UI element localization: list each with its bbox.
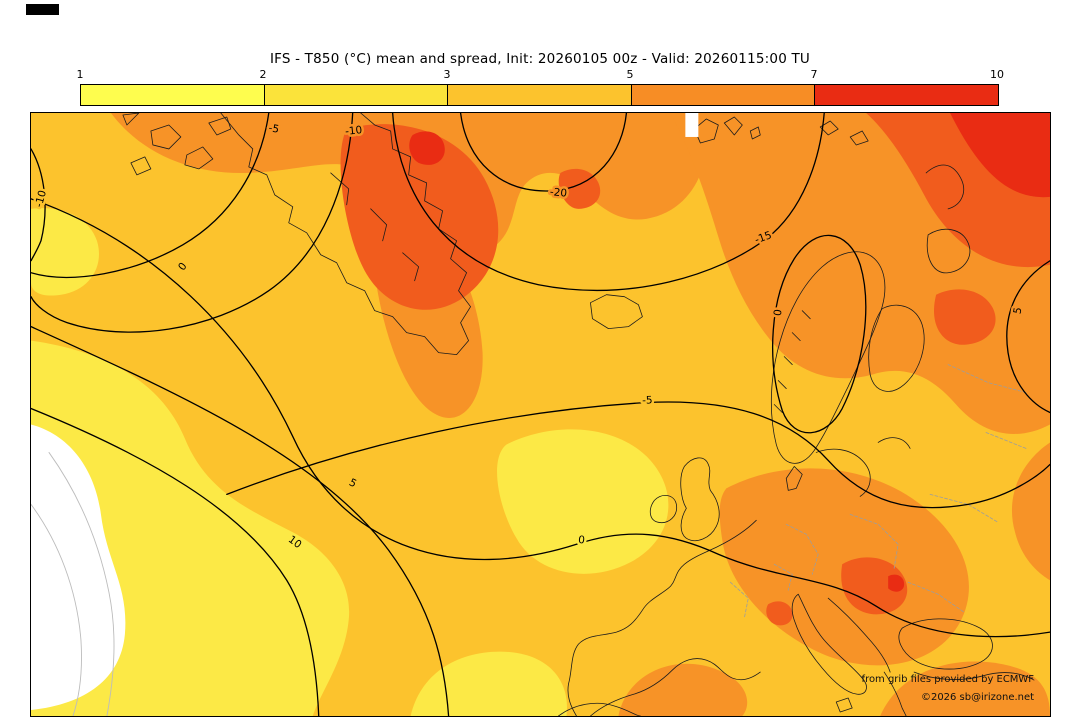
spread-orange-bottom-center: [618, 663, 748, 716]
coast-greenland-fjord-1: [330, 172, 350, 206]
contour-plus5-east: [1006, 260, 1050, 414]
spread-redorange-rightmid: [934, 289, 996, 345]
coast-iceland: [590, 294, 643, 330]
colorbar-tick-7: 7: [810, 68, 818, 81]
attribution-line-1: from grib files provided by ECMWF: [862, 674, 1035, 685]
map-svg: -5 -10 -20 -15 -10 0 0 -5 5 5 0 10 from …: [31, 113, 1050, 716]
colorbar-segment-2: [264, 85, 449, 105]
coast-denmark: [785, 466, 803, 491]
coast-sicily: [835, 697, 853, 713]
colorbar-segment-1: [81, 85, 265, 105]
spread-orange-right-edge: [1011, 442, 1050, 581]
contour-label-minus5-top: -5: [268, 122, 280, 136]
spread-fill-layer: [31, 113, 1050, 716]
spread-white-sw: [31, 424, 126, 711]
contour-label-zero-norway: 0: [772, 309, 785, 317]
spread-low-mid-patch: [497, 429, 669, 574]
contour-plus10-sw: [31, 407, 320, 716]
coast-arctic-island-1: [150, 124, 182, 150]
top-edge-notch: [685, 113, 699, 137]
spread-colorbar: [80, 84, 999, 106]
contour-minus10-nw: [31, 113, 354, 333]
contour-plus5-sw: [31, 325, 450, 716]
coast-kola: [926, 228, 971, 274]
spread-red-blacksea-spot: [888, 574, 905, 592]
contour-minus15: [391, 113, 825, 291]
border-east-europe-2: [907, 581, 965, 613]
coast-greenland-fjord-2: [370, 208, 388, 242]
colorbar-tick-5: 5: [626, 68, 634, 81]
border-balkans: [773, 563, 793, 591]
border-layer: [31, 364, 1027, 716]
coast-svalbard-3: [749, 126, 761, 140]
coast-turkey: [913, 671, 1035, 681]
contour-minus20-loop: [459, 113, 628, 192]
coast-arctic-island-3: [130, 156, 152, 176]
border-east-europe-1: [929, 493, 999, 523]
spread-low-topleft-patch: [31, 208, 99, 296]
coast-arctic-island-2: [184, 146, 214, 170]
border-russia-2: [985, 432, 1027, 449]
border-france: [729, 581, 749, 619]
coast-italy: [791, 593, 867, 695]
colorbar-segment-5: [815, 85, 998, 105]
border-central-europe-2: [849, 513, 899, 569]
contour-minus5-mid: [226, 401, 1050, 509]
spread-redorange-blacksea: [841, 557, 908, 615]
spread-redorange-greenland: [340, 124, 499, 310]
spread-red-topright-corner: [950, 113, 1050, 198]
colorbar-tick-10: 10: [990, 68, 1004, 81]
coast-finland: [868, 304, 925, 392]
coast-baltic: [815, 448, 871, 497]
coast-black-sea: [898, 618, 993, 670]
coast-franzjosef-2: [849, 130, 869, 146]
coast-adriatic: [827, 597, 891, 673]
contour-zero-norway-loop: [772, 234, 867, 434]
map-panel: -5 -10 -20 -15 -10 0 0 -5 5 5 0 10 from …: [30, 112, 1051, 717]
border-central-europe-1: [785, 523, 819, 575]
gray-coast-west-1: [48, 451, 115, 716]
coast-greenland: [220, 113, 471, 355]
coast-arctic-island-4: [208, 116, 232, 136]
contour-minus10-west-edge: [31, 148, 46, 262]
coast-svalbard-2: [723, 116, 743, 136]
attribution-line-2: ©2026 sb@irizone.net: [921, 692, 1034, 703]
spread-red-greenland-core: [409, 131, 445, 165]
corner-artifact: [26, 4, 59, 15]
coast-north-africa: [558, 702, 641, 716]
coast-britain: [680, 457, 720, 542]
coast-mediterranean-north: [590, 658, 761, 716]
attribution: from grib files provided by ECMWF ©2026 …: [862, 674, 1035, 703]
contour-minus5-nw: [31, 113, 270, 278]
coast-norway-fjords: [773, 310, 811, 413]
colorbar-segment-3: [448, 85, 632, 105]
colorbar-tick-1: 1: [76, 68, 84, 81]
colorbar-tick-2: 2: [259, 68, 267, 81]
coast-arctic-island-5: [122, 113, 140, 126]
chart-title: IFS - T850 (°C) mean and spread, Init: 2…: [269, 51, 811, 67]
coast-west-europe: [567, 519, 757, 716]
spread-low-bottom-patch: [410, 651, 567, 716]
border-russia-1: [947, 364, 1027, 393]
gray-coast-west-2: [31, 503, 82, 716]
coastline-layer: [122, 113, 1035, 716]
coast-scandinavia: [770, 251, 886, 464]
contour-label-minus10-top: -10: [345, 124, 363, 138]
coast-gulf-riga: [877, 437, 911, 449]
coast-franzjosef-1: [819, 120, 839, 136]
coast-novaya-zemlya: [925, 164, 964, 210]
coast-ireland: [649, 495, 677, 524]
contour-label-minus20: -20: [549, 186, 567, 200]
contour-label-zero-mid: 0: [578, 534, 586, 547]
colorbar-segment-4: [631, 85, 816, 105]
coast-greece: [883, 671, 907, 716]
contour-layer: [31, 113, 1050, 716]
contour-zero-main: [31, 198, 1050, 638]
colorbar-tick-3: 3: [443, 68, 451, 81]
coast-svalbard-1: [693, 118, 719, 144]
coast-greenland-fjord-3: [402, 252, 420, 282]
spread-redorange-small: [766, 601, 793, 626]
contour-label-minus5-mid: -5: [642, 394, 653, 406]
